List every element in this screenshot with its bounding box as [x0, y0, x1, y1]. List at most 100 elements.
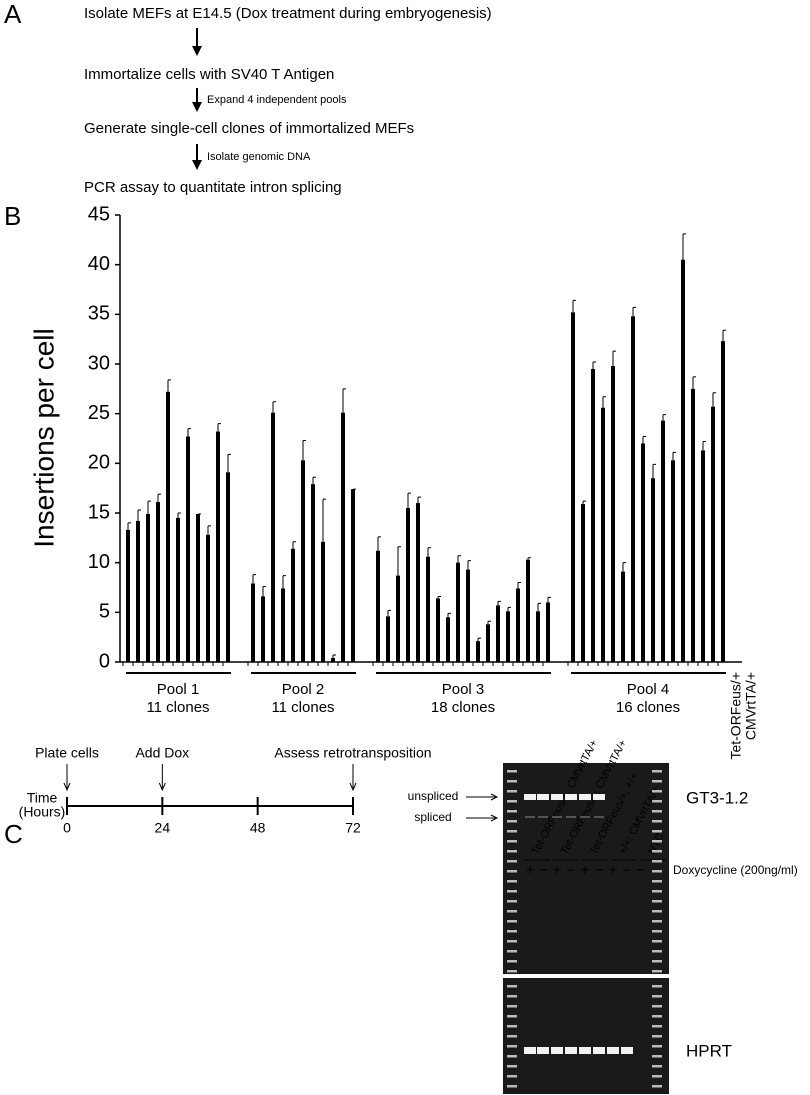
- ladder-band: [507, 960, 517, 963]
- bar: [506, 611, 510, 662]
- ladder-band: [507, 900, 517, 903]
- error-bar: [217, 423, 221, 432]
- ladder-band: [652, 1065, 662, 1068]
- y-tick-label: 45: [88, 203, 110, 225]
- gene-label: GT3-1.2: [686, 788, 748, 807]
- timeline-tick-label: 48: [250, 820, 266, 836]
- error-bar: [157, 493, 161, 503]
- ladder-band: [507, 810, 517, 813]
- ladder-band: [652, 900, 662, 903]
- error-bar: [252, 574, 256, 584]
- band-spliced: [525, 816, 535, 818]
- error-bar: [147, 500, 151, 514]
- band-unspliced: [524, 794, 536, 800]
- y-tick-label: 25: [88, 402, 110, 424]
- event-arrow: [349, 764, 357, 792]
- band-spliced: [552, 816, 562, 818]
- error-bar: [527, 557, 531, 560]
- bar: [226, 472, 230, 662]
- lane-sign: −: [595, 862, 604, 879]
- error-bar: [662, 414, 666, 421]
- y-tick-label: 5: [99, 601, 110, 623]
- gel-bottom: [503, 978, 669, 1094]
- error-bar: [467, 560, 471, 570]
- error-bar: [342, 388, 346, 413]
- bar: [341, 412, 345, 662]
- error-bar: [227, 453, 231, 473]
- ladder-band: [652, 800, 662, 803]
- ladder-band: [652, 940, 662, 943]
- band-spliced: [538, 816, 548, 818]
- error-bar: [682, 233, 686, 260]
- control-label: CMVrtTA/+: [743, 672, 759, 740]
- error-bar: [397, 546, 401, 576]
- ladder-band: [652, 790, 662, 793]
- bar: [396, 575, 400, 662]
- bar: [631, 316, 635, 662]
- error-bar: [582, 500, 586, 505]
- y-tick-label: 20: [88, 452, 110, 474]
- ladder-band: [652, 1055, 662, 1058]
- ladder-band: [507, 1055, 517, 1058]
- error-bar: [497, 600, 501, 606]
- error-bar: [692, 376, 696, 389]
- band-hprt: [579, 1047, 591, 1054]
- timeline-event: Plate cells: [35, 745, 99, 761]
- ladder-band: [507, 920, 517, 923]
- bar: [701, 450, 705, 662]
- error-bar: [302, 439, 306, 461]
- timeline-tick-label: 72: [345, 820, 361, 836]
- lane-sign: −: [637, 862, 646, 879]
- ladder-band: [652, 920, 662, 923]
- lane-sign: +: [609, 862, 618, 879]
- ladder-band: [507, 830, 517, 833]
- band-unspliced: [565, 794, 577, 800]
- error-bar: [592, 361, 596, 369]
- ladder-band: [507, 770, 517, 773]
- y-tick-label: 10: [88, 551, 110, 573]
- bar: [611, 365, 615, 662]
- band-hprt: [593, 1047, 605, 1054]
- bar: [641, 443, 645, 662]
- ladder-band: [507, 995, 517, 998]
- error-bar: [712, 392, 716, 407]
- bar: [416, 503, 420, 662]
- ladder-band: [507, 940, 517, 943]
- band-unspliced: [537, 794, 549, 800]
- workflow-note: Isolate genomic DNA: [207, 151, 311, 163]
- y-tick-label: 35: [88, 303, 110, 325]
- band-spliced: [594, 816, 604, 818]
- bar: [671, 460, 675, 662]
- bar: [516, 588, 520, 662]
- bar: [136, 520, 140, 662]
- ladder-band: [652, 840, 662, 843]
- event-arrow: [63, 764, 71, 792]
- error-bar: [292, 541, 296, 549]
- error-bar: [652, 463, 656, 479]
- ladder-band: [507, 840, 517, 843]
- panel-letter: B: [4, 201, 21, 231]
- bar: [251, 583, 255, 662]
- lane-sign: +: [526, 862, 535, 879]
- error-bar: [187, 428, 191, 437]
- bar: [166, 391, 170, 662]
- bar: [406, 508, 410, 662]
- ladder-band: [652, 880, 662, 883]
- error-bar: [547, 596, 551, 603]
- ladder-band: [652, 870, 662, 873]
- band-hprt: [524, 1047, 536, 1054]
- lane-sign: −: [567, 862, 576, 879]
- ladder-band: [507, 985, 517, 988]
- bar: [321, 541, 325, 662]
- y-tick-label: 40: [88, 253, 110, 275]
- workflow-step: PCR assay to quantitate intron splicing: [84, 179, 342, 196]
- bar: [331, 658, 335, 662]
- ladder-band: [652, 780, 662, 783]
- bar: [526, 559, 530, 662]
- ladder-band: [652, 890, 662, 893]
- ladder-band: [507, 930, 517, 933]
- ladder-band: [652, 1025, 662, 1028]
- ladder-band: [652, 1015, 662, 1018]
- bar: [351, 489, 355, 662]
